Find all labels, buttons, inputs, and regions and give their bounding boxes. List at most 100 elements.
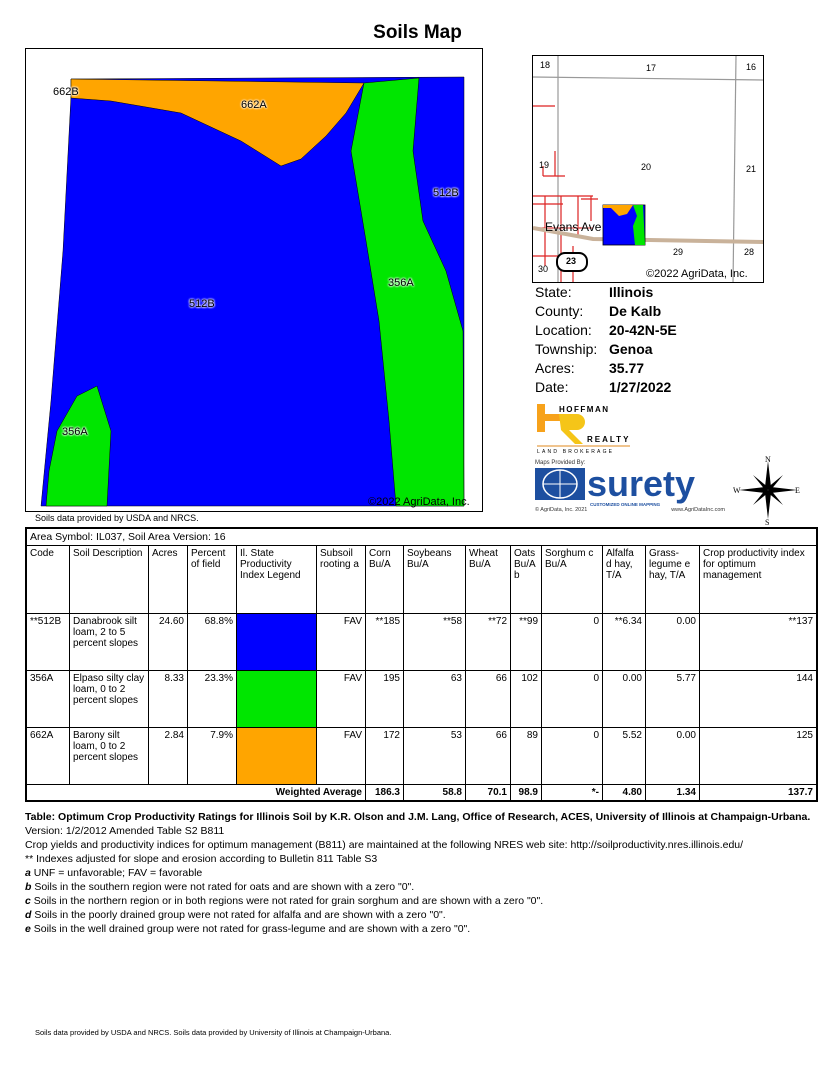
soil-table: Area Symbol: IL037, Soil Area Version: 1… [25, 527, 818, 802]
col-header: Corn Bu/A [365, 545, 404, 614]
map-label: 662B [53, 86, 79, 98]
compass-s: S [765, 518, 769, 525]
compass-e: E [795, 486, 800, 495]
col-header: Alfalfa d hay, T/A [602, 545, 646, 614]
cell-alfalfa: **6.34 [602, 613, 646, 671]
info-key: County: [535, 303, 584, 319]
table-header-row: Code Soil Description Acres Percent of f… [25, 545, 818, 614]
cell-cpi: 144 [699, 670, 818, 728]
col-header: Grass-legume e hay, T/A [645, 545, 700, 614]
route-shield: 23 [566, 256, 577, 266]
col-header: Wheat Bu/A [465, 545, 511, 614]
section-label: 18 [540, 60, 551, 70]
section-label: 16 [746, 62, 757, 72]
cell-wheat: 66 [465, 670, 511, 728]
table-row: **512B Danabrook silt loam, 2 to 5 percen… [25, 613, 818, 671]
table-section: Area Symbol: IL037, Soil Area Version: 1… [25, 527, 818, 936]
cell-desc: Danabrook silt loam, 2 to 5 percent slop… [69, 613, 149, 671]
cell-cpi: 125 [699, 727, 818, 785]
info-key: State: [535, 284, 572, 300]
note-e: Soils in the well drained group were not… [30, 923, 471, 935]
weighted-average-row: Weighted Average 186.3 58.8 70.1 98.9 *-… [25, 784, 818, 802]
map-label: 512B [189, 298, 215, 310]
hoffman-realty-logo: HOFFMAN REALTY LAND BROKERAGE [537, 404, 630, 454]
info-value: 1/27/2022 [609, 379, 672, 395]
cell-code: **512B [25, 613, 70, 671]
cell-oats: 89 [510, 727, 542, 785]
cell-soy: 53 [403, 727, 466, 785]
col-header: Acres [148, 545, 188, 614]
cell-wheat: 66 [465, 727, 511, 785]
road-label: Evans Ave [545, 220, 602, 234]
cell-pct: 23.3% [187, 670, 237, 728]
note-c: Soils in the northern region or in both … [30, 895, 544, 907]
col-header: Oats Bu/A b [510, 545, 542, 614]
section-label: 28 [744, 247, 755, 257]
cell-grass: 0.00 [645, 613, 700, 671]
map-label: 512B [433, 187, 459, 199]
col-header: Crop productivity index for optimum mana… [699, 545, 818, 614]
compass-n: N [765, 455, 771, 464]
cell-oats: 102 [510, 670, 542, 728]
col-header: Code [25, 545, 70, 614]
col-header: Percent of field [187, 545, 237, 614]
cell-acres: 2.84 [148, 727, 188, 785]
info-value: Genoa [609, 341, 653, 357]
section-label: 21 [746, 164, 757, 174]
wa-oats: 98.9 [510, 784, 542, 802]
info-key: Township: [535, 341, 598, 357]
cell-grass: 0.00 [645, 727, 700, 785]
notes-line: Crop yields and productivity indices for… [25, 839, 571, 851]
cell-rooting: FAV [316, 613, 366, 671]
nres-link[interactable]: http://soilproductivity.nres.illinois.ed… [570, 839, 744, 851]
cell-acres: 8.33 [148, 670, 188, 728]
info-value: De Kalb [609, 303, 662, 319]
legend-swatch [236, 670, 317, 728]
soil-356A-polygon [350, 77, 465, 507]
weighted-label: Weighted Average [25, 784, 366, 802]
cell-corn: **185 [365, 613, 404, 671]
soil-662A-polygon [70, 78, 365, 167]
col-header: Il. State Productivity Index Legend [236, 545, 317, 614]
wa-grass: 1.34 [645, 784, 700, 802]
note-b: Soils in the southern region were not ra… [31, 881, 415, 893]
locator-copyright: ©2022 AgriData, Inc. [646, 268, 748, 280]
info-value: Illinois [609, 284, 654, 300]
map-source: Soils data provided by USDA and NRCS. [35, 513, 199, 523]
cell-soy: **58 [403, 613, 466, 671]
cell-acres: 24.60 [148, 613, 188, 671]
notes-version: Version: 1/2/2012 Amended Table S2 B811 [25, 825, 225, 837]
soil-356A-polygon-small [45, 385, 112, 507]
wa-soy: 58.8 [403, 784, 466, 802]
compass-w: W [733, 486, 741, 495]
page-title: Soils Map [373, 22, 462, 43]
locator-map: 18 17 16 19 20 21 30 29 28 Evans Ave 23 … [532, 55, 764, 283]
wa-wheat: 70.1 [465, 784, 511, 802]
col-header: Soil Description [69, 545, 149, 614]
info-key: Date: [535, 379, 569, 395]
map-label: 356A [62, 426, 88, 438]
section-label: 30 [538, 264, 549, 274]
table-row: 662A Barony silt loam, 0 to 2 percent slo… [25, 727, 818, 785]
wa-cpi: 137.7 [699, 784, 818, 802]
wa-sorghum: *- [541, 784, 603, 802]
legend-swatch [236, 727, 317, 785]
surety-tagline: CUSTOMIZED ONLINE MAPPING [590, 502, 661, 507]
section-label: 19 [539, 160, 550, 170]
section-label: 20 [641, 162, 652, 172]
section-label: 17 [646, 63, 657, 73]
wa-corn: 186.3 [365, 784, 404, 802]
maps-provided-by: Maps Provided By: [535, 460, 586, 466]
cell-wheat: **72 [465, 613, 511, 671]
info-value: 20-42N-5E [609, 322, 677, 338]
svg-text:HOFFMAN: HOFFMAN [559, 405, 610, 414]
cell-soy: 63 [403, 670, 466, 728]
col-header: Subsoil rooting a [316, 545, 366, 614]
notes-title: Table: Optimum Crop Productivity Ratings… [25, 811, 811, 823]
agridata-copyright: © AgriData, Inc. 2021 [535, 507, 588, 513]
cell-corn: 172 [365, 727, 404, 785]
map-label: 356A [388, 277, 414, 289]
globe-icon [535, 468, 585, 500]
agridata-url: www.AgriDataInc.com [671, 507, 725, 513]
wa-alfalfa: 4.80 [602, 784, 646, 802]
